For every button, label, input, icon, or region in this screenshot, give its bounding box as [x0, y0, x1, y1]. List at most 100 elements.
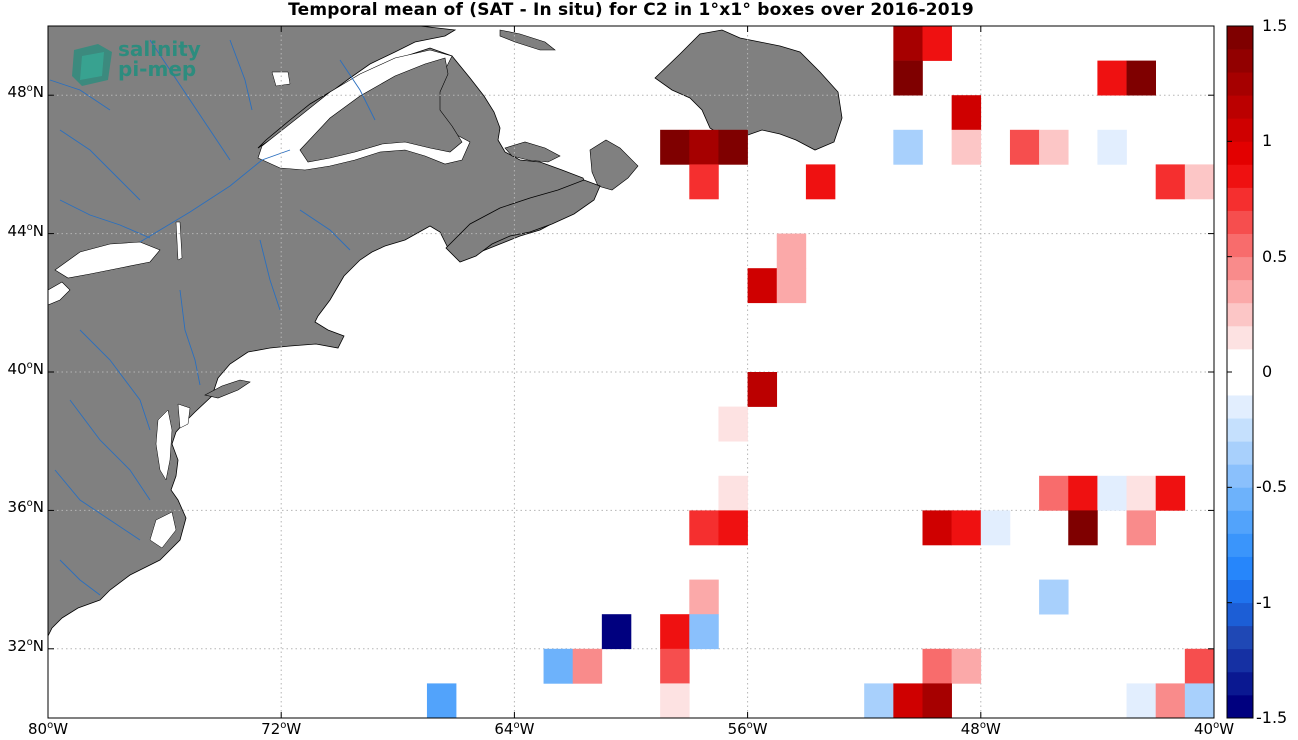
data-box-19 [747, 268, 778, 304]
data-box-40 [689, 614, 719, 650]
y-label-3: 36oN [7, 498, 44, 517]
colorbar-label-3: 0 [1262, 362, 1273, 381]
x-label-0: 80oW [27, 720, 69, 738]
x-label-1: 72oW [261, 720, 302, 738]
colorbar-segment-29 [1227, 26, 1253, 50]
data-box-29 [689, 510, 719, 546]
colorbar-segment-4 [1227, 602, 1253, 627]
colorbar-segment-20 [1227, 233, 1253, 258]
colorbar-segment-1 [1227, 671, 1253, 696]
data-box-2 [893, 60, 923, 96]
data-box-37 [1039, 579, 1069, 615]
logo-line-1: salinity [118, 37, 201, 61]
nova-scotia [445, 179, 601, 263]
anticosti-island [499, 29, 556, 51]
data-box-45 [951, 648, 982, 684]
colorbar-segment-0 [1227, 694, 1253, 719]
data-box-10 [951, 129, 982, 165]
y-label-0: 48oN [7, 83, 44, 102]
rivers [49, 39, 376, 596]
colorbar-segment-2 [1227, 648, 1253, 673]
colorbar-segment-11 [1227, 441, 1253, 465]
lake-champlain [175, 221, 183, 261]
data-box-43 [660, 648, 690, 684]
colorbar-segment-25 [1227, 118, 1253, 142]
data-box-54 [1184, 683, 1215, 719]
data-box-30 [718, 510, 748, 546]
long-island [204, 379, 251, 399]
data-box-13 [1097, 129, 1127, 165]
data-box-52 [1126, 683, 1156, 719]
data-box-23 [718, 475, 748, 511]
data-box-51 [922, 683, 952, 719]
data-box-18 [776, 233, 807, 269]
colorbar-segment-7 [1227, 533, 1253, 557]
colorbar-segment-6 [1227, 556, 1253, 580]
data-box-9 [893, 129, 923, 165]
delaware-bay [177, 403, 191, 429]
data-box-38 [601, 614, 632, 650]
data-box-11 [1009, 129, 1040, 165]
colorbar-segment-16 [1227, 325, 1253, 350]
colorbar-segment-22 [1227, 187, 1253, 211]
colorbar-segment-5 [1227, 579, 1253, 604]
colorbar-segment-8 [1227, 510, 1253, 534]
cape-breton [589, 139, 639, 191]
colorbar-segment-3 [1227, 625, 1253, 650]
salinity-pimep-logo: salinity pi-mep [68, 36, 208, 86]
colorbar-segment-9 [1227, 487, 1253, 511]
data-box-25 [1068, 475, 1098, 511]
data-box-28 [1155, 475, 1186, 511]
data-box-0 [893, 26, 923, 61]
data-box-36 [689, 579, 719, 615]
land-layer [47, 25, 843, 637]
data-box-32 [951, 510, 982, 546]
data-box-4 [1126, 60, 1156, 96]
y-label-1: 44oN [7, 221, 44, 240]
colorbar-segment-26 [1227, 95, 1253, 119]
data-boxes [426, 26, 1215, 719]
colorbar-segment-15 [1227, 348, 1253, 373]
x-label-5: 40oW [1193, 720, 1235, 738]
logo-line-2: pi-mep [118, 57, 197, 81]
colorbar-segment-28 [1227, 49, 1253, 73]
colorbar [1226, 25, 1254, 719]
colorbar-segment-19 [1227, 256, 1253, 281]
lake-st-john [271, 71, 291, 87]
colorbar-segment-12 [1227, 418, 1253, 442]
colorbar-label-4: -0.5 [1256, 477, 1288, 497]
colorbar-label-0: 1.5 [1262, 16, 1288, 35]
newfoundland [654, 29, 843, 151]
pamlico-sound [149, 511, 177, 549]
y-label-2: 40oN [7, 360, 44, 378]
colorbar-segment-21 [1227, 210, 1253, 234]
data-box-34 [1068, 510, 1098, 546]
colorbar-label-5: -1 [1256, 592, 1272, 612]
data-box-44 [922, 648, 952, 684]
data-box-24 [1039, 475, 1069, 511]
data-box-49 [864, 683, 894, 719]
lake-ontario [54, 241, 161, 279]
data-box-27 [1126, 475, 1156, 511]
axis-ticks [47, 26, 1215, 718]
map-title: Temporal mean of (SAT - In situ) for C2 … [288, 0, 974, 20]
data-box-46 [1184, 648, 1215, 684]
data-box-20 [776, 268, 807, 304]
data-box-17 [1184, 164, 1215, 200]
data-box-50 [893, 683, 923, 719]
data-box-26 [1097, 475, 1127, 511]
colorbar-segment-18 [1227, 279, 1253, 304]
data-box-14 [689, 164, 719, 200]
colorbar-segment-27 [1227, 72, 1253, 96]
x-label-3: 56oW [727, 720, 768, 738]
data-box-3 [1097, 60, 1127, 96]
colorbar-segment-10 [1227, 464, 1253, 488]
logo-cube-icon [72, 44, 112, 86]
data-box-1 [922, 26, 952, 61]
chesapeake-bay [155, 409, 173, 481]
data-box-15 [805, 164, 836, 200]
gaspe-peninsula [299, 57, 463, 163]
data-box-31 [922, 510, 952, 546]
data-box-6 [660, 129, 690, 165]
